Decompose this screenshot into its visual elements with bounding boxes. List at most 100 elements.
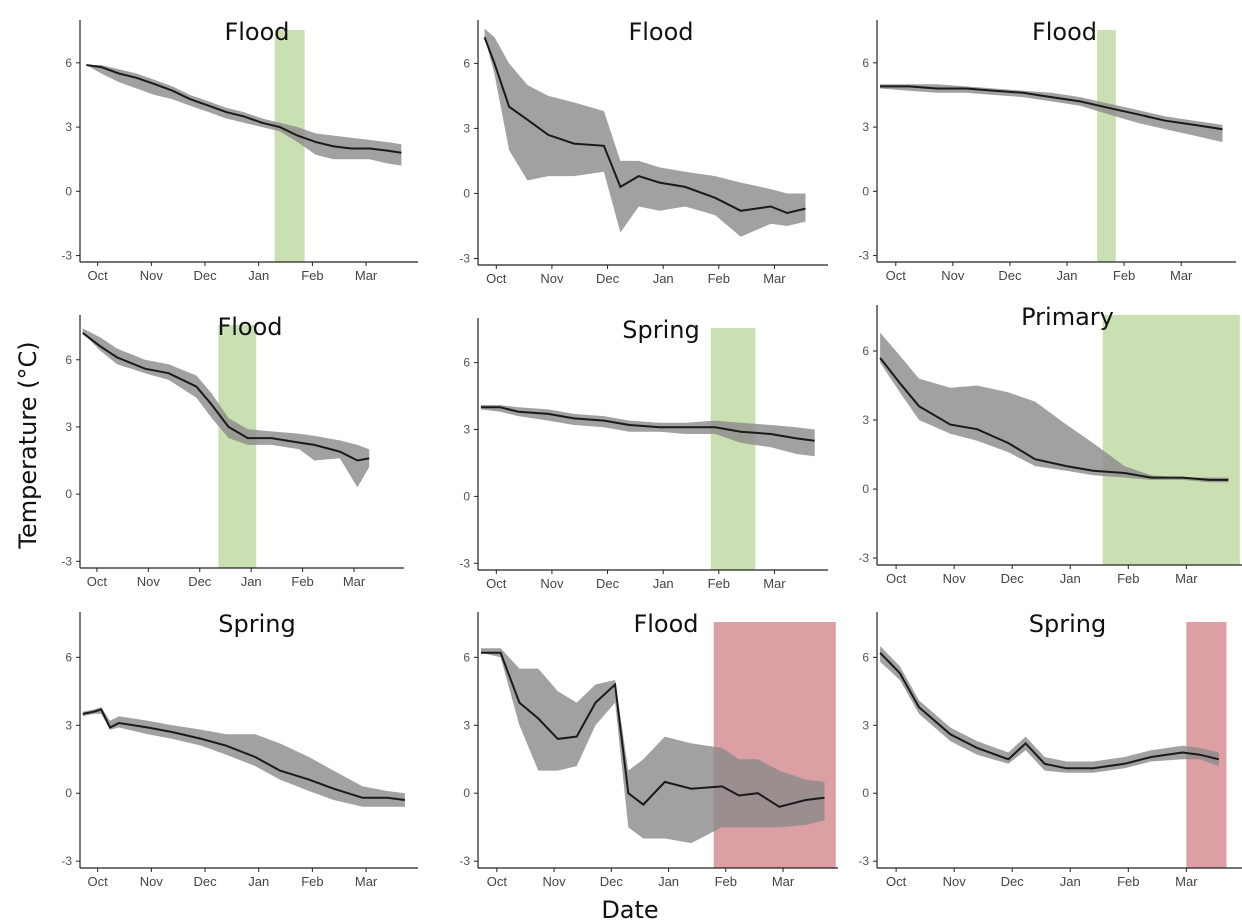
y-tick-label: -3 xyxy=(459,556,470,570)
x-tick-label: Nov xyxy=(140,874,164,889)
x-tick-label: Jan xyxy=(653,271,674,286)
x-tick-label: Oct xyxy=(886,874,907,889)
y-tick-label: 3 xyxy=(862,718,869,732)
panel-6: 6 3 0 -3 Oct Nov Dec Jan Feb Mar Primary xyxy=(858,303,1242,586)
mean-temperature-line xyxy=(879,652,1220,770)
highlight-band xyxy=(274,30,305,262)
y-tick-label: 0 xyxy=(463,186,470,200)
panel-2: 6 3 0 -3 Oct Nov Dec Jan Feb Mar Flood xyxy=(459,18,828,286)
y-tick-label: 0 xyxy=(65,487,72,501)
panel-title: Flood xyxy=(633,610,698,638)
panel-9: 6 3 0 -3 Oct Nov Dec Jan Feb Mar Spring xyxy=(858,610,1242,889)
y-tick-label: -3 xyxy=(858,249,869,263)
x-tick-label: Jan xyxy=(248,874,269,889)
y-tick-label: -3 xyxy=(459,854,470,868)
x-tick-label: Mar xyxy=(763,576,786,591)
x-tick-label: Oct xyxy=(886,571,907,586)
confidence-ribbon xyxy=(484,28,806,237)
x-tick-label: Feb xyxy=(291,574,313,589)
x-tick-label: Nov xyxy=(137,574,161,589)
x-tick-label: Nov xyxy=(943,874,967,889)
x-tick-label: Feb xyxy=(708,271,730,286)
confidence-ribbon xyxy=(880,332,1229,483)
x-tick-label: Dec xyxy=(1001,874,1025,889)
mean-temperature-line xyxy=(480,406,815,442)
x-tick-label: Feb xyxy=(708,576,730,591)
x-tick-label: Oct xyxy=(487,874,508,889)
panel-4: 6 3 0 -3 Oct Nov Dec Jan Feb Mar Flood xyxy=(61,313,404,589)
x-tick-label: Oct xyxy=(486,271,507,286)
x-tick-label: Oct xyxy=(87,574,108,589)
y-tick-label: -3 xyxy=(61,554,72,568)
y-tick-label: 3 xyxy=(463,423,470,437)
x-tick-label: Dec xyxy=(193,268,217,283)
y-tick-label: 6 xyxy=(862,650,869,664)
y-tick-label: 3 xyxy=(862,413,869,427)
highlight-band xyxy=(1097,30,1116,262)
y-tick-label: 3 xyxy=(862,120,869,134)
x-axis-label: Date xyxy=(601,896,658,923)
y-tick-label: 0 xyxy=(862,786,869,800)
y-tick-label: 3 xyxy=(65,420,72,434)
x-tick-label: Feb xyxy=(1117,571,1139,586)
y-tick-label: 6 xyxy=(65,353,72,367)
panel-title: Flood xyxy=(224,18,289,46)
x-tick-label: Dec xyxy=(998,268,1022,283)
y-tick-label: 6 xyxy=(463,56,470,70)
panel-5: 6 3 0 -3 Oct Nov Dec Jan Feb Mar Spring xyxy=(459,316,828,591)
x-tick-label: Mar xyxy=(1175,874,1198,889)
x-tick-label: Feb xyxy=(301,874,323,889)
y-tick-label: 3 xyxy=(65,718,72,732)
panel-1: 6 3 0 -3 Oct Nov Dec Jan Feb Mar Flood xyxy=(61,18,418,283)
y-tick-label: -3 xyxy=(61,249,72,263)
x-tick-label: Feb xyxy=(715,874,737,889)
x-tick-label: Dec xyxy=(600,874,624,889)
x-tick-label: Dec xyxy=(1001,571,1025,586)
x-tick-label: Nov xyxy=(540,271,564,286)
panel-title: Flood xyxy=(628,18,693,46)
y-tick-label: 6 xyxy=(65,650,72,664)
panel-3: 6 3 0 -3 Oct Nov Dec Jan Feb Mar Flood xyxy=(858,18,1236,283)
y-tick-label: 0 xyxy=(65,786,72,800)
x-tick-label: Dec xyxy=(193,874,217,889)
y-tick-label: 3 xyxy=(463,718,470,732)
mean-temperature-line xyxy=(86,64,402,154)
y-tick-label: 6 xyxy=(862,56,869,70)
confidence-ribbon xyxy=(82,707,405,807)
mean-temperature-line xyxy=(483,36,806,215)
y-tick-label: -3 xyxy=(858,854,869,868)
panel-7: 6 3 0 -3 Oct Nov Dec Jan Feb Mar Spring xyxy=(61,610,418,889)
x-tick-label: Dec xyxy=(188,574,212,589)
x-tick-label: Oct xyxy=(88,268,109,283)
mean-temperature-line xyxy=(82,332,370,462)
panel-title: Spring xyxy=(218,610,295,638)
x-tick-label: Oct xyxy=(486,576,507,591)
x-tick-label: Oct xyxy=(886,268,907,283)
x-tick-label: Mar xyxy=(1175,571,1198,586)
x-tick-label: Dec xyxy=(596,271,620,286)
x-tick-label: Nov xyxy=(943,571,967,586)
panel-8: 6 3 0 -3 Oct Nov Dec Jan Feb Mar Flood xyxy=(459,610,838,889)
x-tick-label: Nov xyxy=(140,268,164,283)
x-tick-label: Nov xyxy=(540,576,564,591)
highlight-band xyxy=(1102,315,1240,565)
x-tick-label: Feb xyxy=(1117,874,1139,889)
mean-temperature-line xyxy=(481,651,825,808)
y-tick-label: 6 xyxy=(862,344,869,358)
highlight-band xyxy=(713,622,836,868)
y-tick-label: -3 xyxy=(61,854,72,868)
x-tick-label: Mar xyxy=(1170,268,1193,283)
mean-temperature-line xyxy=(879,357,1229,481)
y-tick-label: 0 xyxy=(463,786,470,800)
x-tick-label: Jan xyxy=(658,874,679,889)
x-tick-label: Jan xyxy=(241,574,262,589)
highlight-band xyxy=(1186,622,1227,868)
x-tick-label: Jan xyxy=(248,268,269,283)
y-tick-label: 3 xyxy=(463,121,470,135)
y-tick-label: 6 xyxy=(65,56,72,70)
x-tick-label: Oct xyxy=(88,874,109,889)
y-tick-label: 6 xyxy=(463,650,470,664)
confidence-ribbon xyxy=(480,405,815,457)
y-tick-label: 3 xyxy=(65,120,72,134)
